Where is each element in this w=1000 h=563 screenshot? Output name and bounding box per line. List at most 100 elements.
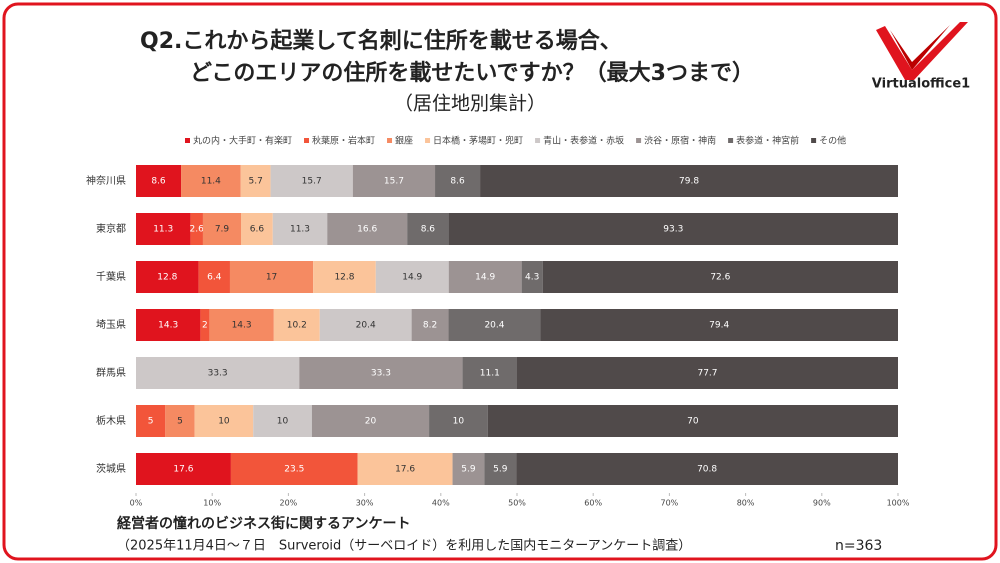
bar-segment [241,213,273,245]
value-label: 79.8 [679,177,699,187]
footer-note: （2025年11月4日～７日 Surveroid（サーベロイド）を利用した国内モ… [117,538,691,554]
bar-segment [136,453,231,485]
y-tick-label: 東京都 [96,222,126,235]
legend-label: 丸の内・大手町・有楽町 [193,135,292,147]
value-label: 93.3 [663,225,683,235]
x-tick-label: 60% [584,499,602,508]
bar-segment [311,405,430,437]
value-label: 5.9 [493,465,508,475]
bar-segment [448,261,522,293]
chart-title: どこのエリアの住所を載せたいですか？（最大3つまで） [190,60,754,86]
bar-segment [480,165,898,197]
bar-segment [327,213,408,245]
logo-mark [890,25,950,70]
x-tick-label: 40% [432,499,450,508]
value-label: 20 [365,417,377,427]
value-label: 16.6 [357,225,377,235]
value-label: 5.7 [249,177,263,187]
bar-segment [202,213,242,245]
x-tick-label: 30% [356,499,374,508]
logo-mark [876,22,968,80]
legend-swatch [811,138,817,143]
bar-segment [181,165,241,197]
value-label: 6.4 [207,273,222,283]
value-label: 33.3 [371,369,391,379]
y-tick-label: 神奈川県 [86,174,126,187]
value-label: 15.7 [302,177,322,187]
value-label: 10.2 [287,321,307,331]
legend-swatch [636,138,642,143]
chart-subtitle: （居住地別集計） [394,93,546,115]
legend-label: 表参道・神宮前 [736,135,799,147]
value-label: 10 [453,417,465,427]
value-label: 70 [687,417,699,427]
bar-segment [229,261,314,293]
bar-segment [253,405,312,437]
legend-swatch [728,138,734,143]
value-label: 2 [202,321,208,331]
x-tick-label: 50% [508,499,526,508]
value-label: 2.6 [190,225,205,235]
bar-segment [198,261,230,293]
bar-segment [411,309,449,341]
value-label: 17.6 [395,465,415,475]
value-label: 14.9 [402,273,422,283]
value-label: 20.4 [484,321,504,331]
chart-title: Q2.これから起業して名刺に住所を載せる場合、 [140,28,622,54]
bar-segment [136,405,166,437]
bar-segment [435,165,481,197]
bar-segment [230,453,358,485]
bar-segment [452,453,485,485]
logo: Virtualoffice1 [872,22,970,92]
x-tick-label: 10% [203,499,221,508]
bar-segment [487,405,898,437]
bar-segment [542,261,898,293]
bar-segment [209,309,274,341]
bar-segment [357,453,453,485]
value-label: 11.3 [290,225,310,235]
x-tick-label: 100% [887,499,910,508]
value-label: 11.1 [480,369,500,379]
bar-segment [517,357,898,389]
bar-segment [194,405,254,437]
legend-label: 銀座 [395,135,413,147]
bar-segment [484,453,517,485]
bar-segment [319,309,412,341]
x-tick-label: 0% [130,499,143,508]
y-tick-label: 千葉県 [96,270,126,283]
legend-label: その他 [819,135,846,147]
bar-segment [190,213,203,245]
bar-segment [521,261,543,293]
legend-label: 渋谷・原宿・神南 [644,135,716,147]
bar-segment [313,261,376,293]
y-tick-label: 埼玉県 [96,318,126,331]
legend-swatch [387,138,393,143]
value-label: 12.8 [157,273,177,283]
value-label: 70.8 [697,465,717,475]
value-label: 10 [218,417,230,427]
y-tick-label: 栃木県 [96,414,126,427]
x-tick-label: 70% [661,499,679,508]
bar-segment [299,357,463,389]
bar-segment [270,165,353,197]
value-label: 77.7 [697,369,717,379]
bar-segment [462,357,517,389]
legend-label: 秋葉原・岩本町 [312,135,375,147]
value-label: 14.3 [232,321,252,331]
bar-segment [240,165,271,197]
legend-label: 日本橋・茅場町・兜町 [433,135,523,147]
value-label: 33.3 [208,369,228,379]
value-label: 8.6 [421,225,436,235]
legend-swatch [304,138,310,143]
bar-segment [136,309,201,341]
value-label: 12.8 [334,273,354,283]
value-label: 72.6 [710,273,730,283]
legend-label: 青山・表参道・赤坂 [543,135,624,147]
value-label: 8.6 [450,177,465,187]
value-label: 5 [148,417,154,427]
value-label: 15.7 [384,177,404,187]
bar-segment [136,357,300,389]
bar-segment [273,309,320,341]
bar-segment [516,453,898,485]
